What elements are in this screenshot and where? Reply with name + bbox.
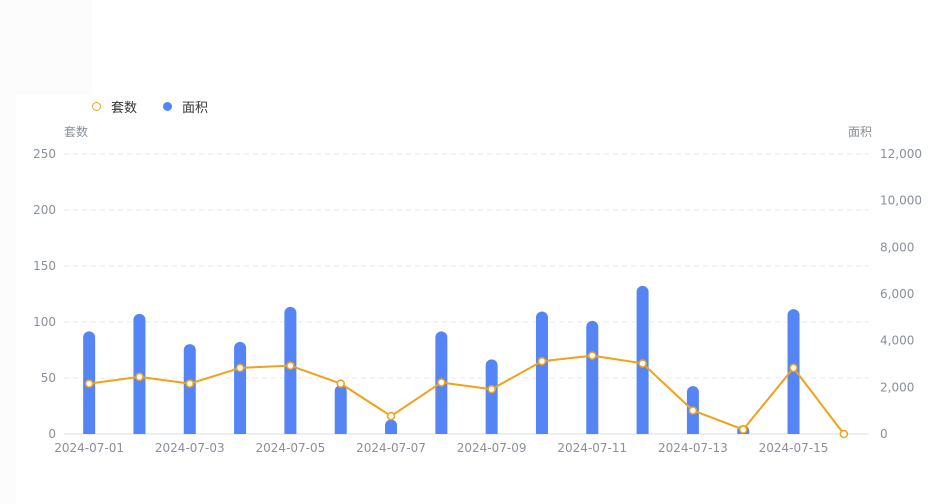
y-right-tick-label: 8,000 <box>880 240 914 254</box>
chart-legend: 套数 面积 <box>92 95 208 117</box>
y-right-tick-label: 0 <box>880 427 888 441</box>
x-tick-label: 2024-07-13 <box>658 441 728 455</box>
y-left-tick-label: 250 <box>33 147 56 161</box>
legend-label-count: 套数 <box>111 100 138 116</box>
x-tick-label: 2024-07-07 <box>356 441 426 455</box>
line-point <box>738 425 748 434</box>
line-point <box>437 378 446 387</box>
y-right-tick-label: 6,000 <box>880 287 914 301</box>
line-point <box>638 359 647 368</box>
line-point <box>286 361 295 370</box>
legend-label-area: 面积 <box>182 100 209 116</box>
legend-item-count[interactable]: 套数 <box>92 97 137 116</box>
legend-hollow-circle-icon <box>92 101 101 111</box>
legend-item-area[interactable]: 面积 <box>163 97 208 116</box>
bar <box>535 311 548 434</box>
line-point <box>487 384 496 394</box>
left-panel <box>0 95 16 504</box>
y-right-tick-label: 4,000 <box>880 334 914 348</box>
line-point <box>537 356 547 366</box>
bar <box>385 419 398 434</box>
top-left-panel <box>0 0 92 95</box>
line-point <box>588 351 597 360</box>
y-right-tick-label: 2,000 <box>880 380 914 394</box>
bar <box>183 344 196 434</box>
x-tick-label: 2024-07-01 <box>54 441 124 455</box>
line-point <box>235 363 245 373</box>
bar <box>586 320 599 434</box>
y-left-tick-label: 50 <box>41 371 56 385</box>
line-point <box>135 372 144 382</box>
y-left-tick-label: 100 <box>33 315 56 329</box>
y-right-tick-label: 12,000 <box>880 147 922 161</box>
x-tick-label: 2024-07-15 <box>759 441 829 455</box>
y-left-axis-title: 套数 <box>64 124 88 139</box>
y-right-axis-title: 面积 <box>848 125 872 139</box>
x-tick-label: 2024-07-03 <box>155 441 225 455</box>
line-point <box>839 429 849 439</box>
legend-filled-circle-icon <box>163 101 173 111</box>
x-tick-label: 2024-07-11 <box>557 441 627 455</box>
line-point <box>84 379 94 388</box>
line-point <box>386 411 396 421</box>
line-point <box>185 379 195 388</box>
line-point <box>336 379 345 388</box>
line-point <box>789 363 798 373</box>
y-left-tick-label: 200 <box>33 203 56 217</box>
bar <box>485 359 498 434</box>
x-tick-label: 2024-07-05 <box>256 441 326 455</box>
y-right-tick-label: 10,000 <box>880 194 922 208</box>
bar <box>234 341 247 434</box>
y-left-tick-label: 150 <box>33 259 56 273</box>
bar <box>334 385 347 434</box>
y-left-tick-label: 0 <box>48 427 56 441</box>
line-series <box>89 354 845 435</box>
line-point <box>688 406 698 415</box>
x-tick-label: 2024-07-09 <box>457 441 527 455</box>
bar <box>284 306 297 434</box>
